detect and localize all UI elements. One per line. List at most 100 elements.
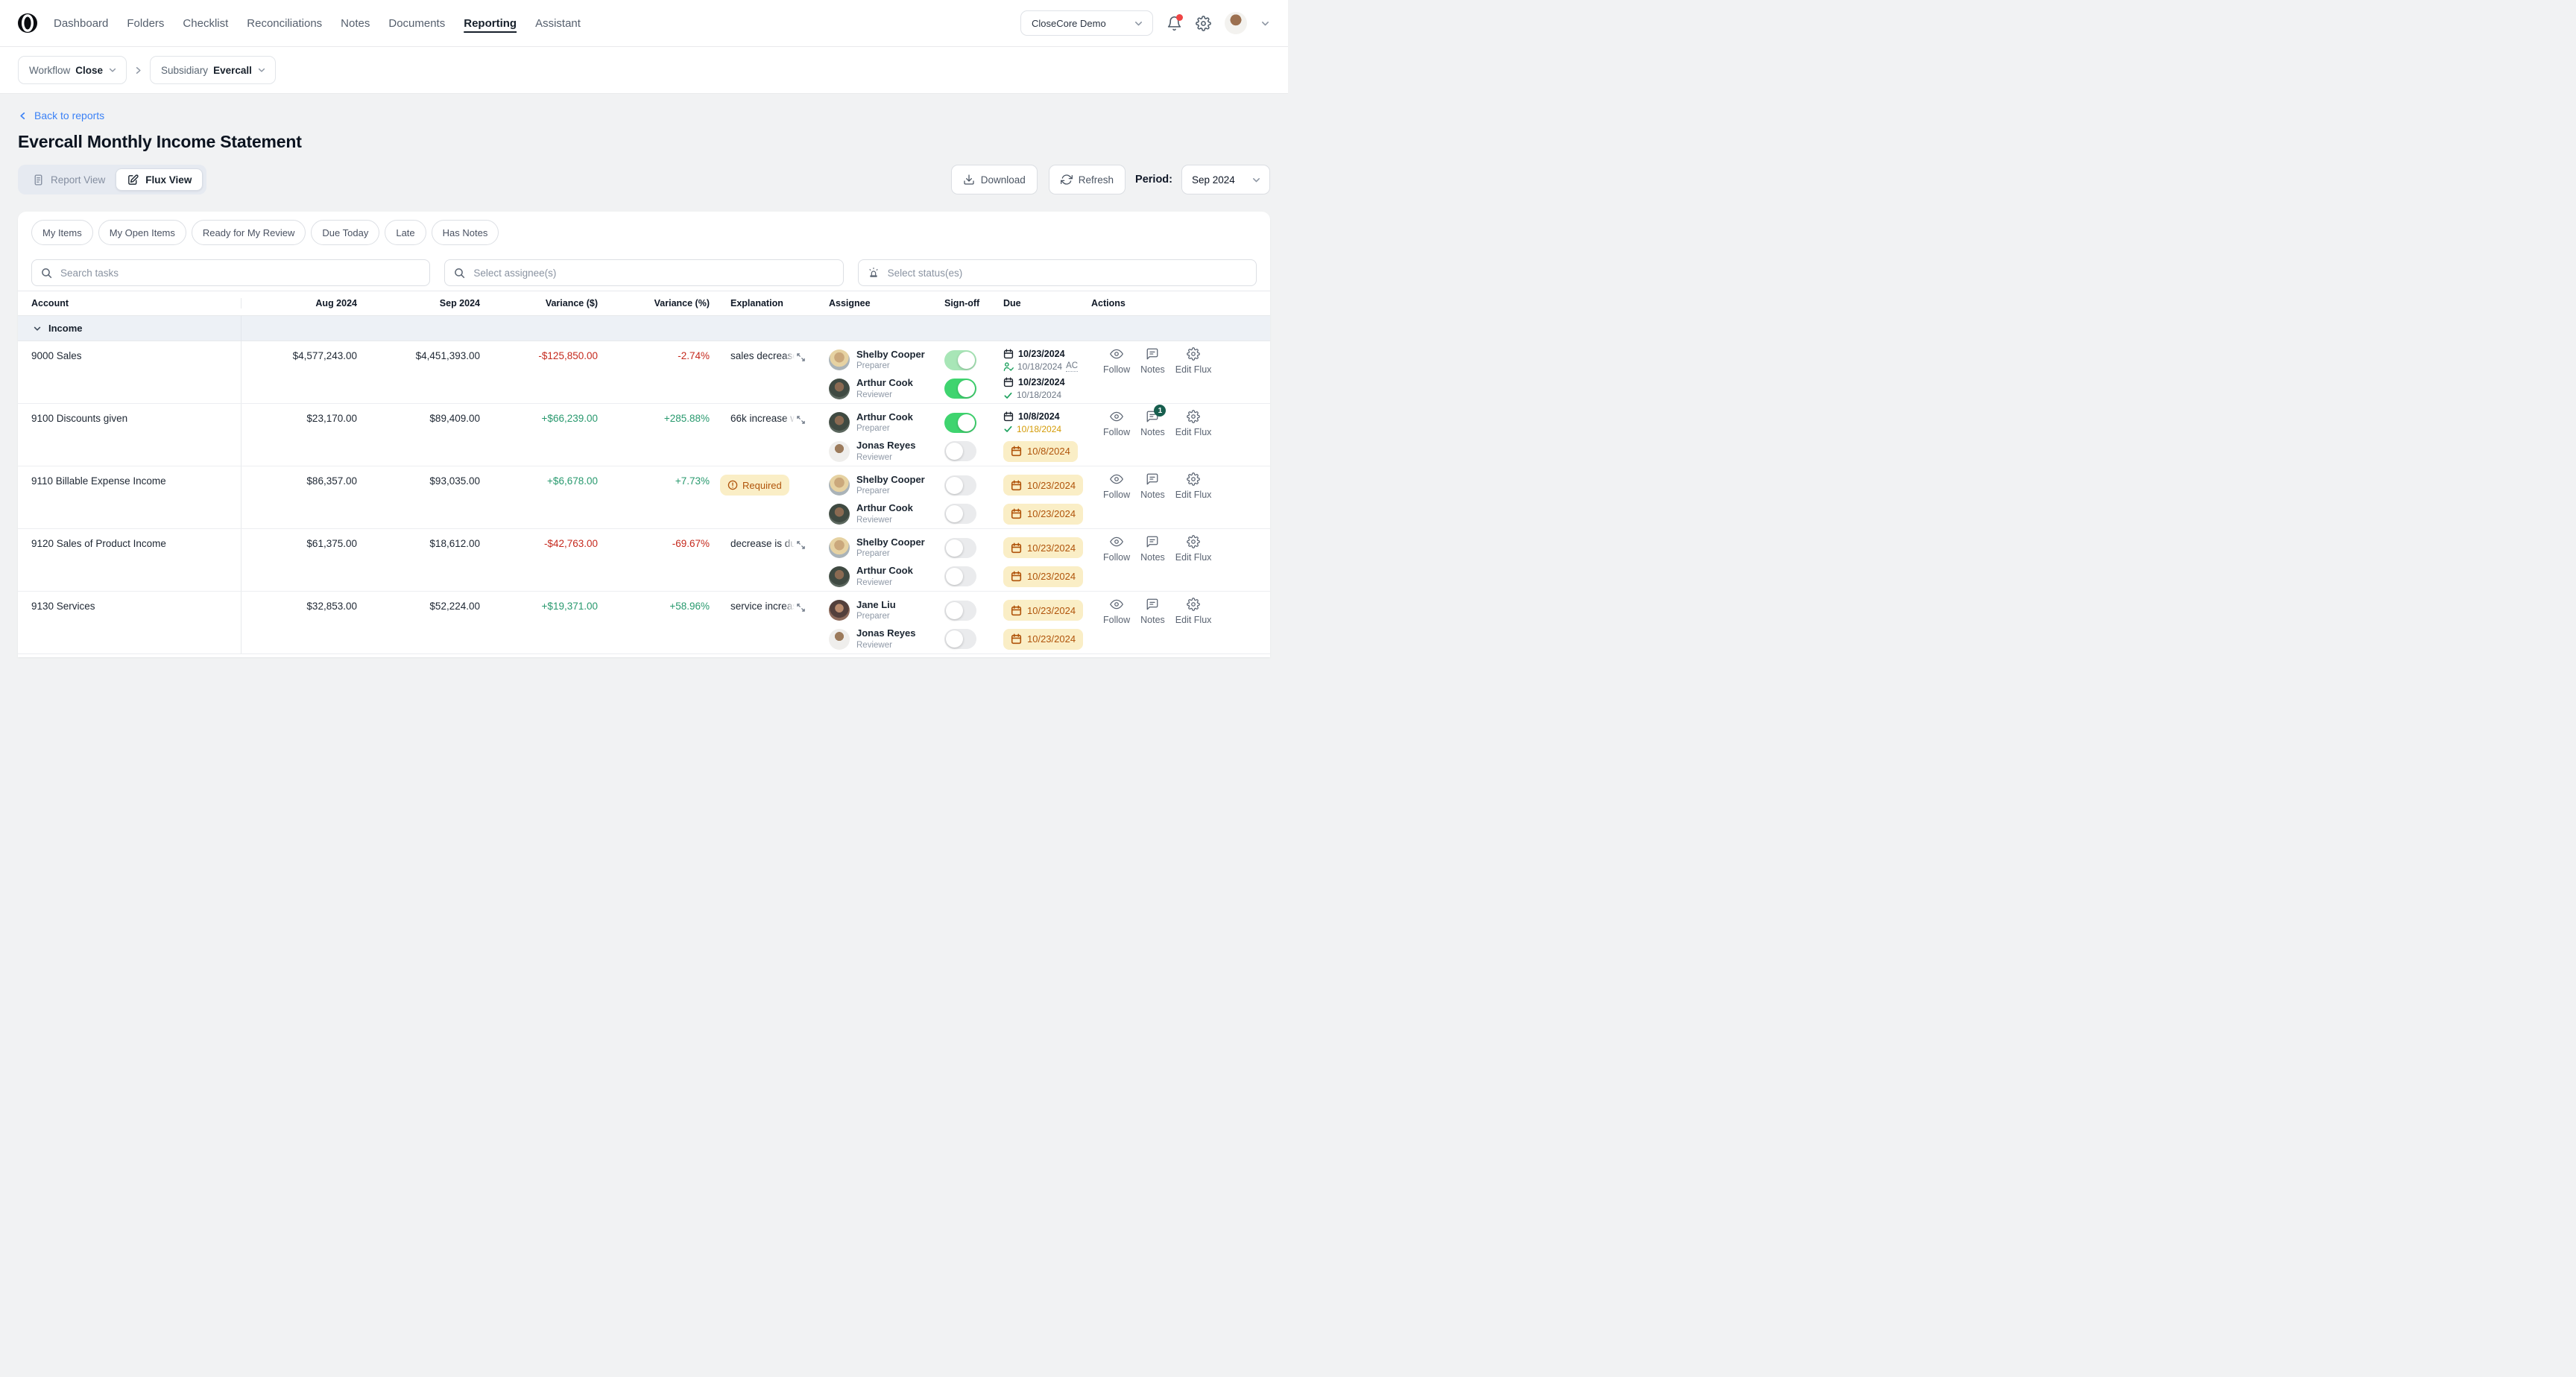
edit-flux-button[interactable]: Edit Flux <box>1175 535 1211 563</box>
signoff-toggle[interactable] <box>944 629 976 650</box>
col-variance-pct: Variance (%) <box>654 298 710 308</box>
signoff-toggle[interactable] <box>944 379 976 399</box>
nav-item-assistant[interactable]: Assistant <box>535 16 581 30</box>
follow-button[interactable]: Follow <box>1103 472 1130 500</box>
edit-flux-button[interactable]: Edit Flux <box>1175 410 1211 437</box>
due-date-pill[interactable]: 10/8/2024 <box>1003 440 1078 462</box>
notifications-button[interactable] <box>1167 13 1183 31</box>
due-date-pill[interactable]: 10/23/2024 <box>1003 475 1084 496</box>
signoff-toggle[interactable] <box>944 349 976 370</box>
notes-label: Notes <box>1140 427 1165 437</box>
due-cell: 10/23/2024 10/18/2024 AC 10/23/2024 10/1… <box>1002 341 1090 403</box>
explanation-cell: Required <box>710 466 814 528</box>
tab-report-view[interactable]: Report View <box>22 168 116 191</box>
due-date-pill[interactable]: 10/23/2024 <box>1003 600 1084 621</box>
signoff-cell <box>929 466 1002 528</box>
search-tasks-box <box>31 259 431 286</box>
due-date-pill[interactable]: 10/23/2024 <box>1003 503 1084 525</box>
signoff-toggle[interactable] <box>944 441 976 462</box>
notes-button[interactable]: Notes <box>1140 347 1165 375</box>
follow-button[interactable]: Follow <box>1103 598 1130 625</box>
user-avatar[interactable] <box>1225 12 1247 34</box>
download-button[interactable]: Download <box>950 165 1038 194</box>
edit-flux-button[interactable]: Edit Flux <box>1175 472 1211 500</box>
app-logo-icon[interactable] <box>18 13 37 33</box>
notes-button[interactable]: Notes <box>1140 535 1165 563</box>
refresh-button[interactable]: Refresh <box>1048 165 1126 194</box>
due-date-pill[interactable]: 10/23/2024 <box>1003 537 1084 559</box>
back-to-reports-link[interactable]: Back to reports <box>18 110 104 121</box>
signoff-toggle[interactable] <box>944 504 976 525</box>
notes-button[interactable]: Notes <box>1140 598 1165 625</box>
edit-flux-button[interactable]: Edit Flux <box>1175 347 1211 375</box>
status-filter-input[interactable] <box>886 266 1247 279</box>
filter-chip-has-notes[interactable]: Has Notes <box>431 220 499 245</box>
expand-icon[interactable] <box>796 352 806 362</box>
report-view-label: Report View <box>51 174 106 186</box>
assignee-avatar <box>829 349 850 371</box>
subsidiary-selector[interactable]: Subsidiary Evercall <box>150 56 276 84</box>
follow-button[interactable]: Follow <box>1103 410 1130 437</box>
filter-chip-ready-for-my-review[interactable]: Ready for My Review <box>191 220 306 245</box>
col-actions: Actions <box>1091 298 1126 308</box>
eye-icon <box>1110 411 1123 422</box>
due-completed-date: 10/18/2024 <box>1017 423 1062 434</box>
nav-item-reporting[interactable]: Reporting <box>464 16 517 30</box>
assignee-filter-box <box>444 259 844 286</box>
due-signer-initials[interactable]: AC <box>1066 361 1079 372</box>
assignee-role: Preparer <box>856 487 890 496</box>
signoff-toggle[interactable] <box>944 475 976 496</box>
follow-button[interactable]: Follow <box>1103 347 1130 375</box>
filter-chip-my-items[interactable]: My Items <box>31 220 93 245</box>
filter-chip-my-open-items[interactable]: My Open Items <box>98 220 186 245</box>
assignee: Jane Liu Preparer <box>814 596 929 625</box>
col-assignee: Assignee <box>829 298 871 308</box>
calendar-icon <box>1003 349 1014 358</box>
follow-label: Follow <box>1103 615 1131 625</box>
explanation-required-badge[interactable]: Required <box>720 475 789 496</box>
assignee: Shelby Cooper Preparer <box>814 471 929 500</box>
settings-button[interactable] <box>1196 15 1211 31</box>
expand-icon[interactable] <box>796 540 806 550</box>
notes-button[interactable]: 1 Notes <box>1140 405 1167 437</box>
due-entry: 10/23/2024 <box>1002 625 1090 654</box>
nav-item-checklist[interactable]: Checklist <box>183 16 229 30</box>
chevron-down-icon[interactable] <box>33 324 42 333</box>
signoff-toggle[interactable] <box>944 566 976 587</box>
assignee-filter-input[interactable] <box>472 266 834 279</box>
expand-icon[interactable] <box>796 415 806 425</box>
nav-item-dashboard[interactable]: Dashboard <box>54 16 109 30</box>
due-date-pill[interactable]: 10/23/2024 <box>1003 566 1084 587</box>
refresh-label: Refresh <box>1078 174 1114 186</box>
assignee-name: Shelby Cooper <box>856 348 925 360</box>
explanation-cell: 66k increase w <box>710 404 814 466</box>
group-label: Income <box>48 323 83 334</box>
nav-item-documents[interactable]: Documents <box>388 16 446 30</box>
toggle-knob <box>946 476 963 494</box>
due-date-pill[interactable]: 10/23/2024 <box>1003 628 1084 650</box>
edit-flux-button[interactable]: Edit Flux <box>1175 598 1211 625</box>
notes-count-badge: 1 <box>1154 405 1167 417</box>
assignee-role: Preparer <box>856 612 890 621</box>
sep-value: $18,612.00 <box>429 538 480 549</box>
expand-icon[interactable] <box>796 603 806 612</box>
filter-chip-late[interactable]: Late <box>385 220 426 245</box>
org-selector[interactable]: CloseCore Demo <box>1020 10 1153 36</box>
nav-item-folders[interactable]: Folders <box>127 16 165 30</box>
group-row-income[interactable]: Income <box>18 316 1270 341</box>
signoff-toggle[interactable] <box>944 600 976 621</box>
signoff-toggle[interactable] <box>944 537 976 558</box>
user-menu-chevron-icon[interactable] <box>1260 19 1270 28</box>
filter-chip-due-today[interactable]: Due Today <box>311 220 380 245</box>
workflow-selector[interactable]: Workflow Close <box>18 56 127 84</box>
signoff-toggle[interactable] <box>944 412 976 433</box>
nav-item-notes[interactable]: Notes <box>341 16 370 30</box>
nav-item-reconciliations[interactable]: Reconciliations <box>247 16 323 30</box>
search-tasks-input[interactable] <box>59 266 421 279</box>
tab-flux-view[interactable]: Flux View <box>116 168 203 191</box>
period-select[interactable]: Sep 2024 <box>1181 165 1270 194</box>
assignee-name: Arthur Cook <box>856 377 913 389</box>
assignee-role: Reviewer <box>856 390 892 399</box>
notes-button[interactable]: Notes <box>1140 472 1165 500</box>
follow-button[interactable]: Follow <box>1103 535 1130 563</box>
